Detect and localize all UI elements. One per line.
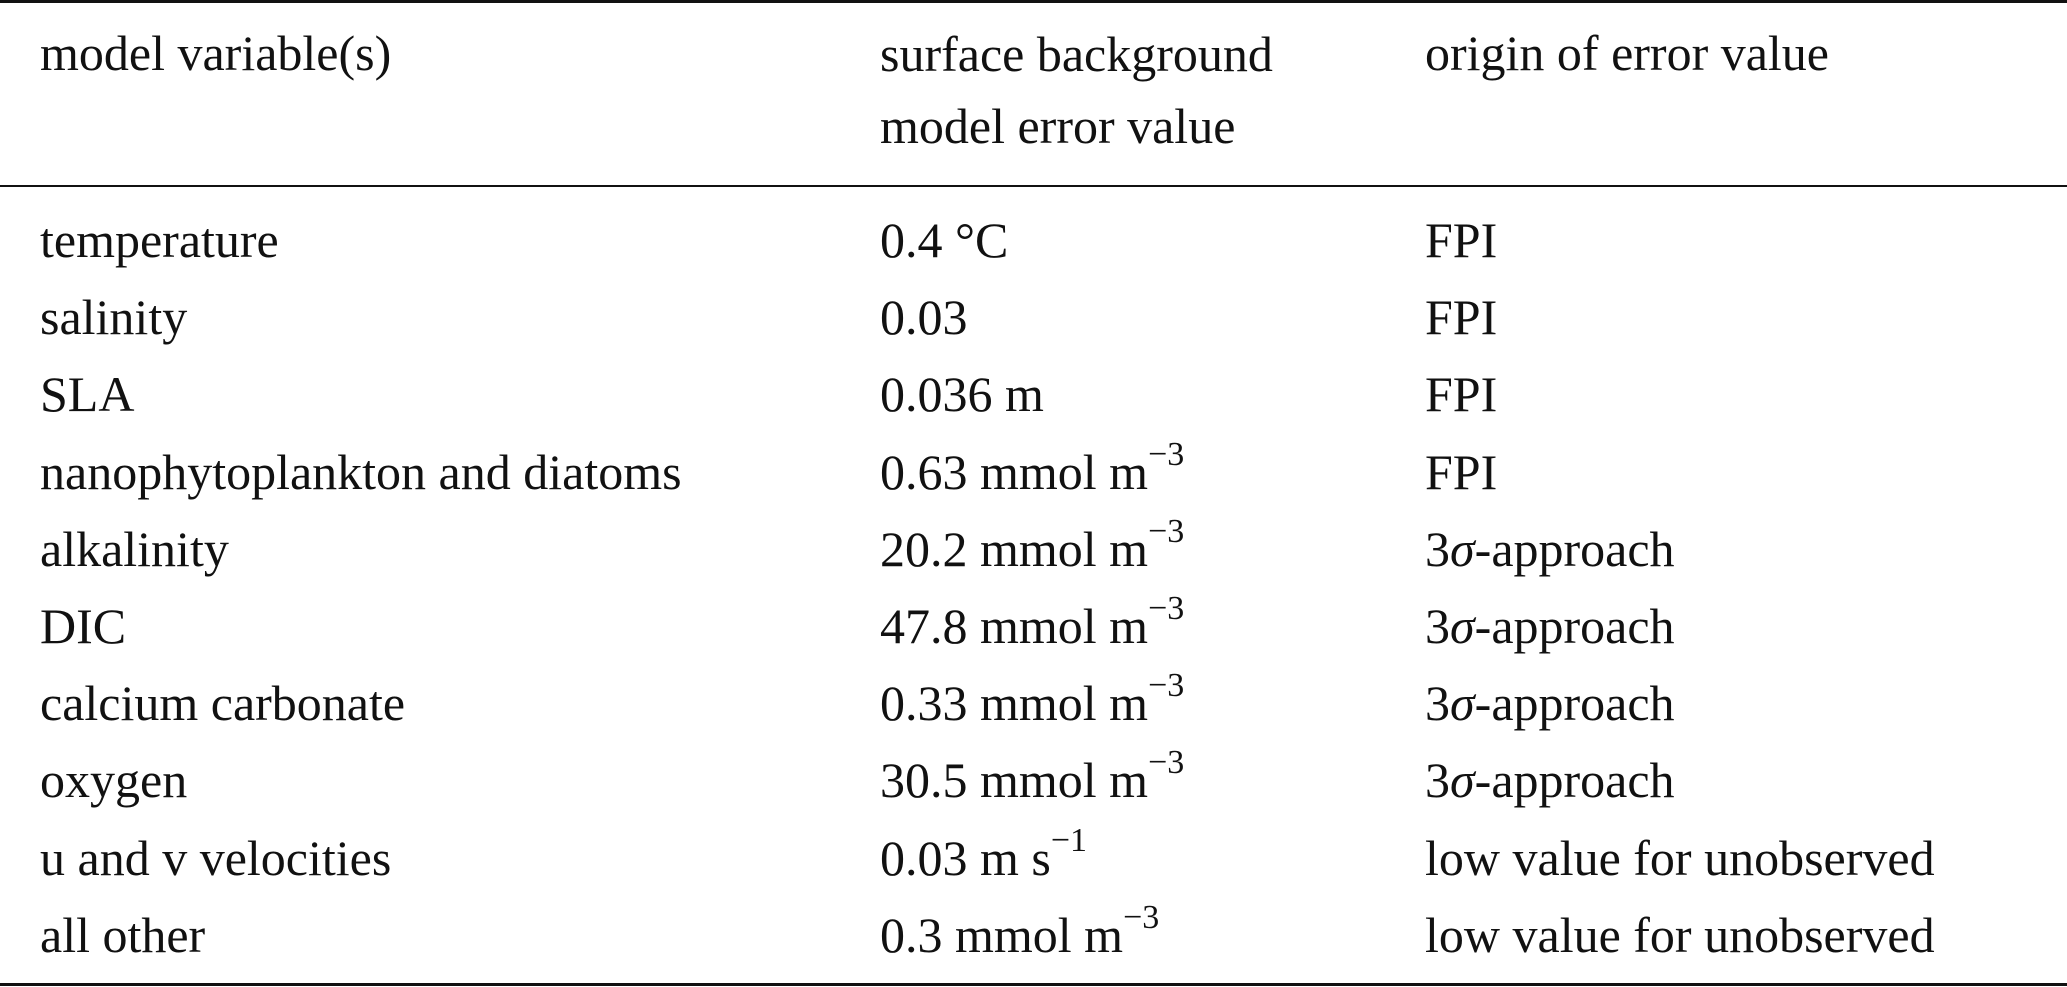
error-value-text: 0.3 mmol m (880, 907, 1124, 963)
origin-prefix: 3 (1425, 675, 1450, 731)
error-value-text: 0.036 m (880, 366, 1044, 422)
unit-exponent: −3 (1148, 590, 1185, 628)
header-model-variables: model variable(s) (40, 25, 392, 81)
table-header-rule (0, 185, 2067, 187)
error-value-text: 20.2 mmol m (880, 521, 1149, 577)
cell-origin: FPI (1425, 359, 1497, 429)
cell-variable: alkalinity (40, 521, 229, 577)
cell-origin: FPI (1425, 205, 1497, 275)
cell-error-value: 0.3 mmol m−3 (880, 900, 1159, 970)
origin-prefix: 3 (1425, 598, 1450, 654)
cell-origin: 3σ-approach (1425, 745, 1675, 815)
cell-error-value: 20.2 mmol m−3 (880, 514, 1184, 584)
unit-exponent: −3 (1123, 899, 1160, 937)
error-value-text: 0.03 m s (880, 830, 1051, 886)
origin-text: FPI (1425, 444, 1498, 500)
cell-variable: DIC (40, 598, 127, 654)
origin-text: -approach (1474, 521, 1675, 577)
cell-variable: calcium carbonate (40, 675, 406, 731)
error-value-text: 0.4 °C (880, 212, 1009, 268)
cell-variable: u and v velocities (40, 830, 392, 886)
cell-variable: all other (40, 907, 206, 963)
origin-text: FPI (1425, 366, 1498, 422)
cell-error-value: 30.5 mmol m−3 (880, 745, 1184, 815)
origin-text: FPI (1425, 212, 1498, 268)
origin-text: -approach (1474, 752, 1675, 808)
sigma-symbol: σ (1450, 521, 1475, 577)
header-error-value-line2: model error value (880, 98, 1236, 154)
origin-text: -approach (1474, 675, 1675, 731)
error-value-text: 0.33 mmol m (880, 675, 1149, 731)
cell-error-value: 0.036 m (880, 359, 1044, 429)
table-top-rule (0, 0, 2067, 3)
origin-prefix: 3 (1425, 752, 1450, 808)
table-bottom-rule (0, 983, 2067, 986)
origin-text: low value for unobserved (1425, 830, 1935, 886)
cell-origin: low value for unobserved (1425, 823, 1935, 893)
cell-error-value: 0.33 mmol m−3 (880, 668, 1184, 738)
unit-exponent: −3 (1148, 436, 1185, 474)
sigma-symbol: σ (1450, 752, 1475, 808)
cell-error-value: 47.8 mmol m−3 (880, 591, 1184, 661)
header-error-value-line1: surface background (880, 26, 1273, 82)
unit-exponent: −3 (1148, 744, 1185, 782)
error-value-text: 0.63 mmol m (880, 444, 1149, 500)
cell-variable: salinity (40, 289, 188, 345)
header-origin: origin of error value (1425, 25, 1830, 81)
origin-text: FPI (1425, 289, 1498, 345)
unit-exponent: −3 (1148, 513, 1185, 551)
error-value-text: 30.5 mmol m (880, 752, 1149, 808)
cell-origin: low value for unobserved (1425, 900, 1935, 970)
cell-variable: oxygen (40, 752, 188, 808)
cell-origin: FPI (1425, 437, 1497, 507)
cell-variable: SLA (40, 366, 135, 422)
cell-origin: FPI (1425, 282, 1497, 352)
error-value-text: 0.03 (880, 289, 968, 345)
unit-exponent: −3 (1148, 667, 1185, 705)
cell-origin: 3σ-approach (1425, 668, 1675, 738)
origin-text: low value for unobserved (1425, 907, 1935, 963)
error-value-text: 47.8 mmol m (880, 598, 1149, 654)
cell-error-value: 0.63 mmol m−3 (880, 437, 1184, 507)
unit-exponent: −1 (1050, 822, 1088, 860)
sigma-symbol: σ (1450, 675, 1475, 731)
sigma-symbol: σ (1450, 598, 1475, 654)
cell-variable: temperature (40, 212, 279, 268)
origin-text: -approach (1474, 598, 1675, 654)
header-error-value: surface background model error value (880, 18, 1273, 162)
cell-origin: 3σ-approach (1425, 591, 1675, 661)
cell-error-value: 0.4 °C (880, 205, 1008, 275)
cell-error-value: 0.03 (880, 282, 968, 352)
cell-origin: 3σ-approach (1425, 514, 1675, 584)
origin-prefix: 3 (1425, 521, 1450, 577)
cell-error-value: 0.03 m s−1 (880, 823, 1087, 893)
cell-variable: nanophytoplankton and diatoms (40, 444, 682, 500)
